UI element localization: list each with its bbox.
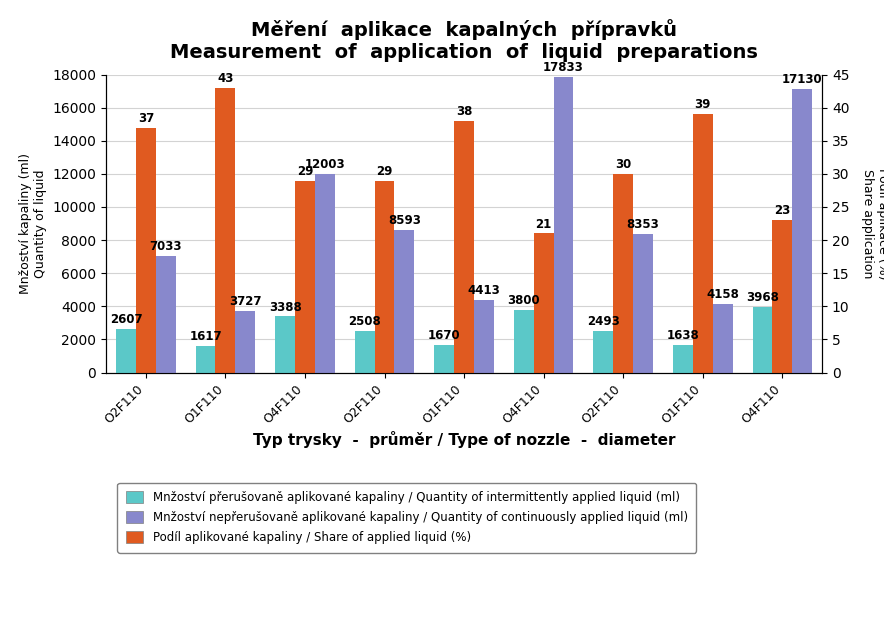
- Bar: [593, 332, 613, 373]
- Text: 12003: 12003: [305, 158, 345, 171]
- Bar: [752, 307, 773, 373]
- Bar: [235, 311, 255, 373]
- Bar: [136, 127, 156, 373]
- X-axis label: Typ trysky  -  průměr / Type of nozzle  -  diameter: Typ trysky - průměr / Type of nozzle - d…: [253, 432, 675, 448]
- Text: 4413: 4413: [468, 284, 500, 297]
- Bar: [216, 88, 235, 373]
- Text: 43: 43: [217, 72, 233, 85]
- Text: 21: 21: [536, 217, 552, 230]
- Text: 17130: 17130: [782, 73, 822, 86]
- Text: 30: 30: [615, 158, 631, 171]
- Text: 29: 29: [377, 165, 392, 178]
- Text: 1617: 1617: [189, 330, 222, 343]
- Text: 3388: 3388: [269, 301, 301, 314]
- Text: 8353: 8353: [627, 219, 659, 231]
- Bar: [354, 331, 375, 373]
- Text: 1670: 1670: [428, 329, 461, 342]
- Text: 17833: 17833: [543, 61, 584, 75]
- Bar: [156, 256, 176, 373]
- Y-axis label: Mnžoství kapaliny (ml)
Quantity of liquid: Mnžoství kapaliny (ml) Quantity of liqui…: [19, 153, 47, 294]
- Bar: [474, 299, 494, 373]
- Bar: [394, 230, 415, 373]
- Bar: [713, 304, 733, 373]
- Text: 2607: 2607: [110, 314, 142, 327]
- Text: 1638: 1638: [667, 330, 699, 343]
- Bar: [195, 346, 216, 373]
- Text: 3800: 3800: [507, 294, 540, 307]
- Text: 2508: 2508: [348, 315, 381, 328]
- Text: 23: 23: [774, 204, 790, 217]
- Bar: [613, 174, 633, 373]
- Bar: [534, 233, 553, 373]
- Text: 39: 39: [695, 98, 711, 111]
- Bar: [773, 220, 792, 373]
- Bar: [295, 181, 315, 373]
- Bar: [434, 345, 454, 373]
- Bar: [553, 77, 574, 373]
- Bar: [315, 174, 335, 373]
- Bar: [375, 181, 394, 373]
- Bar: [275, 317, 295, 373]
- Bar: [633, 234, 653, 373]
- Bar: [454, 121, 474, 373]
- Text: 2493: 2493: [587, 315, 620, 329]
- Text: 3968: 3968: [746, 291, 779, 304]
- Bar: [514, 310, 534, 373]
- Text: 7033: 7033: [149, 240, 182, 253]
- Text: 37: 37: [138, 112, 154, 125]
- Bar: [116, 329, 136, 373]
- Legend: Mnžoství přerušovaně aplikované kapaliny / Quantity of intermittently applied li: Mnžoství přerušovaně aplikované kapaliny…: [118, 483, 697, 553]
- Bar: [673, 345, 693, 373]
- Title: Měření  aplikace  kapalných  přípravků
Measurement  of  application  of  liquid : Měření aplikace kapalných přípravků Meas…: [170, 19, 758, 62]
- Text: 29: 29: [297, 165, 313, 178]
- Y-axis label: Podíl aplikace (%)
Share application: Podíl aplikace (%) Share application: [861, 168, 884, 279]
- Text: 3727: 3727: [229, 295, 262, 308]
- Text: 38: 38: [456, 105, 472, 118]
- Bar: [693, 114, 713, 373]
- Bar: [792, 89, 812, 373]
- Text: 8593: 8593: [388, 214, 421, 227]
- Text: 4158: 4158: [706, 288, 739, 301]
